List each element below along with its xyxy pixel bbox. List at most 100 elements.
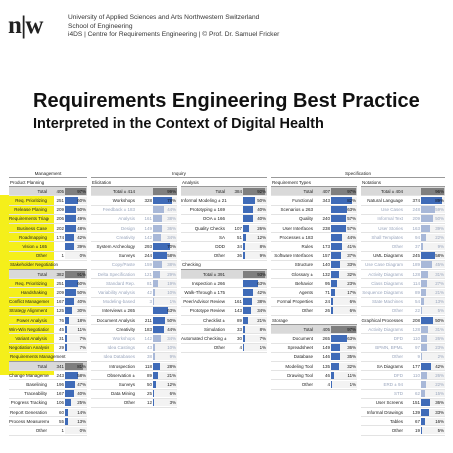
percent-bar-fill: [65, 380, 76, 388]
row-count: 174: [56, 234, 64, 240]
section-title-text: Elicitation: [92, 179, 112, 185]
row-label: ERD ± 94: [383, 381, 403, 387]
percent-bar: 44%: [153, 325, 177, 333]
percent-bar: 40%: [243, 206, 267, 214]
table-row: Req. Prioritizing 251 60%: [9, 196, 87, 206]
row-label: Quality Checks: [194, 225, 225, 231]
row-label: Use Case Diagram: [364, 262, 403, 268]
percent-label: 6%: [169, 391, 176, 397]
percent-bar-fill: [243, 316, 249, 324]
percent-label: 26%: [435, 335, 444, 341]
percent-label: 91%: [77, 271, 86, 277]
percent-bar: 36%: [331, 344, 357, 352]
percent-bar-fill: [331, 288, 336, 296]
section-title: Stakeholder Negotiation: [9, 261, 87, 270]
percent-label: 63%: [167, 308, 176, 314]
percent-label: 38%: [167, 216, 176, 222]
row-label: Introspection: [109, 363, 135, 369]
table-row: Total ± 414 99%: [91, 187, 177, 197]
percent-bar: 34%: [153, 233, 177, 241]
row-count: 343: [322, 197, 330, 203]
table-row: Baselining 196 47%: [9, 380, 87, 390]
percent-bar-fill: [65, 334, 67, 342]
percent-label: 7%: [79, 345, 86, 351]
percent-bar: 26%: [243, 224, 267, 232]
table-row: Other 4 1%: [271, 380, 357, 390]
row-count: 405: [322, 326, 330, 332]
row-count: 55: [58, 418, 64, 424]
percent-label: 57%: [347, 225, 356, 231]
row-label: Class Diagrams: [371, 280, 403, 286]
percent-label: 57%: [347, 216, 356, 222]
row-label: Interviews ± 265: [102, 308, 135, 314]
percent-bar-fill: [65, 206, 76, 214]
table-row: Software Interfaces 157 37%: [271, 252, 357, 261]
row-count: 142: [144, 234, 152, 240]
percent-label: 30%: [77, 308, 86, 314]
percent-bar: 34%: [243, 307, 267, 315]
percent-label: 10%: [167, 345, 176, 351]
table-row: Traceability 167 40%: [9, 390, 87, 399]
percent-bar: 50%: [153, 316, 177, 324]
section-title-text: Requirements Management: [10, 354, 66, 360]
percent-bar: 33%: [331, 261, 357, 269]
row-label: Prototyping ± 169: [189, 207, 225, 213]
percent-label: 70%: [167, 243, 176, 249]
percent-bar: 57%: [331, 215, 357, 223]
table-row: Total 384 92%: [181, 187, 267, 197]
row-count: 177: [412, 363, 420, 369]
percent-bar: 92%: [243, 187, 267, 195]
table-row: Total ± 404 96%: [361, 187, 445, 197]
row-count: 60: [58, 409, 64, 415]
row-count: 382: [56, 271, 64, 277]
section-title-text: Requirement Types: [272, 179, 311, 185]
percent-label: 8%: [259, 326, 266, 332]
row-label: User Screens: [375, 400, 403, 406]
percent-bar-fill: [421, 206, 436, 214]
percent-label: 58%: [77, 372, 86, 378]
row-label: Other: [391, 243, 403, 249]
percent-bar-fill: [421, 215, 433, 223]
table-row: Creativity 142 34%: [91, 233, 177, 243]
table-row: Use Cases 248 59%: [361, 206, 445, 215]
percent-bar-fill: [65, 307, 72, 315]
row-count: 25: [146, 391, 152, 397]
percent-bar-fill: [421, 371, 428, 379]
percent-bar-fill: [243, 270, 266, 278]
percent-bar-fill: [153, 233, 162, 241]
group-heading-specification: Specification: [271, 170, 445, 178]
percent-label: 17%: [347, 289, 356, 295]
percent-bar-fill: [331, 362, 340, 370]
percent-bar-fill: [421, 380, 427, 388]
percent-label: 0%: [79, 253, 86, 259]
percent-label: 99%: [167, 188, 176, 194]
table-row: Processes ± 183 44%: [271, 233, 357, 243]
percent-bar-fill: [331, 215, 346, 223]
section-title: Elicitation: [91, 178, 177, 188]
percent-bar-fill: [331, 353, 341, 361]
row-count: 29: [58, 345, 64, 351]
table-row: Other 9 2%: [361, 353, 445, 362]
row-count: 107: [234, 225, 242, 231]
percent-bar-fill: [331, 252, 341, 260]
percent-bar-fill: [421, 224, 431, 232]
row-count: 405: [56, 188, 64, 194]
percent-bar: 17%: [331, 288, 357, 296]
percent-bar-fill: [331, 196, 353, 204]
table-row: Roadmapping 174 42%: [9, 233, 87, 243]
row-label: Total: [303, 326, 313, 332]
percent-bar: 0%: [65, 426, 87, 434]
university-name: University of Applied Sciences and Arts …: [68, 14, 260, 21]
table-row: Other 26 6%: [271, 307, 357, 316]
percent-label: 38%: [257, 299, 266, 305]
row-label: SA Diagrams: [376, 363, 403, 369]
percent-label: 9%: [259, 253, 266, 259]
percent-label: 41%: [347, 243, 356, 249]
section-title: Checking: [181, 261, 267, 270]
percent-bar-fill: [243, 307, 252, 315]
percent-bar-fill: [421, 334, 428, 342]
percent-bar: 11%: [65, 325, 87, 333]
table-row: UML Diagrams 245 58%: [361, 252, 445, 261]
percent-bar-fill: [153, 252, 167, 260]
percent-bar: 91%: [65, 270, 87, 278]
